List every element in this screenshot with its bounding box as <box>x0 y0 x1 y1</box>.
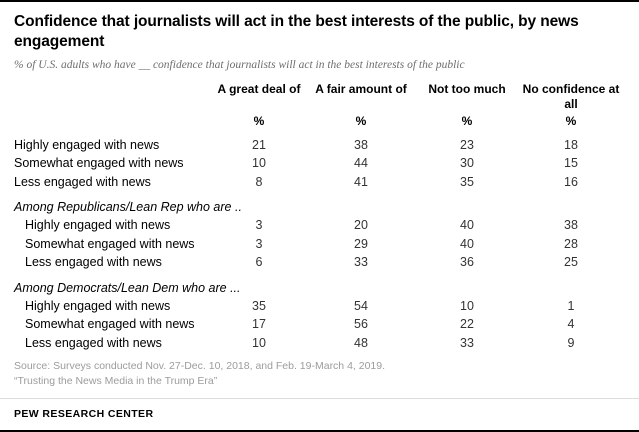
column-header-not-too-much: Not too much % <box>416 82 518 129</box>
value-cell: 20 <box>354 218 368 233</box>
value-cell: 41 <box>354 174 368 189</box>
value-cell: 17 <box>252 317 266 332</box>
section-header-row: Among Democrats/Lean Dem who are ... <box>14 279 625 297</box>
row-label: Somewhat engaged with news <box>25 317 195 332</box>
value-cell: 23 <box>460 137 474 152</box>
row-label: Somewhat engaged with news <box>25 236 195 251</box>
table-row: Less engaged with news 8 41 35 16 <box>14 173 625 192</box>
row-label: Highly engaged with news <box>14 137 160 152</box>
source-block: Source: Surveys conducted Nov. 27-Dec. 1… <box>14 359 625 391</box>
percent-sign: % <box>355 113 367 128</box>
value-cell: 1 <box>567 298 575 313</box>
value-cell: 56 <box>354 317 368 332</box>
value-cell: 35 <box>460 174 474 189</box>
header-spacer <box>14 82 212 129</box>
row-label: Less engaged with news <box>25 255 162 270</box>
footer-brand: PEW RESEARCH CENTER <box>14 408 154 420</box>
value-cell: 3 <box>255 218 263 233</box>
table-row: Somewhat engaged with news 3 29 40 28 <box>14 235 625 254</box>
page-title: Confidence that journalists will act in … <box>14 13 579 50</box>
column-header-fair-amount: A fair amount of % <box>306 82 416 129</box>
value-cell: 6 <box>255 255 263 270</box>
value-cell: 40 <box>460 236 474 251</box>
percent-sign: % <box>461 113 473 128</box>
footer-divider <box>0 398 639 399</box>
table-header-row: A great deal of % A fair amount of % Not… <box>14 82 625 129</box>
section-label: Among Democrats/Lean Dem who are ... <box>14 280 241 295</box>
column-header-no-confidence: No confidence at all % <box>518 82 624 129</box>
value-cell: 33 <box>460 335 474 350</box>
row-label: Somewhat engaged with news <box>14 156 184 171</box>
value-cell: 48 <box>354 335 368 350</box>
value-cell: 30 <box>460 156 474 171</box>
value-cell: 29 <box>354 236 368 251</box>
row-label: Highly engaged with news <box>25 298 171 313</box>
table-row: Highly engaged with news 21 38 23 18 <box>14 136 625 155</box>
value-cell: 40 <box>460 218 474 233</box>
table-row: Less engaged with news 10 48 33 9 <box>14 334 625 353</box>
value-cell: 9 <box>567 335 575 350</box>
value-cell: 22 <box>460 317 474 332</box>
value-cell: 4 <box>567 317 575 332</box>
value-cell: 44 <box>354 156 368 171</box>
table-row: Somewhat engaged with news 10 44 30 15 <box>14 154 625 173</box>
value-cell: 10 <box>252 156 266 171</box>
table-row: Less engaged with news 6 33 36 25 <box>14 253 625 272</box>
section-label: Among Republicans/Lean Rep who are .. <box>14 200 242 215</box>
percent-sign: % <box>565 113 577 128</box>
table-row: Highly engaged with news 3 20 40 38 <box>14 216 625 235</box>
value-cell: 18 <box>564 137 578 152</box>
report-title-note: “Trusting the News Media in the Trump Er… <box>14 375 218 388</box>
subtitle: % of U.S. adults who have __ confidence … <box>14 58 465 71</box>
percent-sign: % <box>253 113 265 128</box>
value-cell: 25 <box>564 255 578 270</box>
value-cell: 28 <box>564 236 578 251</box>
value-cell: 35 <box>252 298 266 313</box>
value-cell: 21 <box>252 137 266 152</box>
column-header-label: No confidence at all <box>522 81 620 111</box>
value-cell: 10 <box>460 298 474 313</box>
value-cell: 3 <box>255 236 263 251</box>
value-cell: 33 <box>354 255 368 270</box>
value-cell: 15 <box>564 156 578 171</box>
source-note: Source: Surveys conducted Nov. 27-Dec. 1… <box>14 359 386 372</box>
data-table: A great deal of % A fair amount of % Not… <box>14 82 625 353</box>
value-cell: 54 <box>354 298 368 313</box>
column-header-label: Not too much <box>428 81 506 96</box>
row-label: Less engaged with news <box>25 335 162 350</box>
value-cell: 8 <box>255 174 263 189</box>
value-cell: 16 <box>564 174 578 189</box>
value-cell: 10 <box>252 335 266 350</box>
value-cell: 36 <box>460 255 474 270</box>
column-header-label: A fair amount of <box>315 81 407 96</box>
value-cell: 38 <box>564 218 578 233</box>
table-row: Somewhat engaged with news 17 56 22 4 <box>14 315 625 334</box>
row-label: Highly engaged with news <box>25 218 171 233</box>
section-header-row: Among Republicans/Lean Rep who are .. <box>14 198 625 216</box>
value-cell: 38 <box>354 137 368 152</box>
table-row: Highly engaged with news 35 54 10 1 <box>14 297 625 316</box>
row-label: Less engaged with news <box>14 174 151 189</box>
column-header-label: A great deal of <box>217 81 301 96</box>
column-header-great-deal: A great deal of % <box>212 82 306 129</box>
